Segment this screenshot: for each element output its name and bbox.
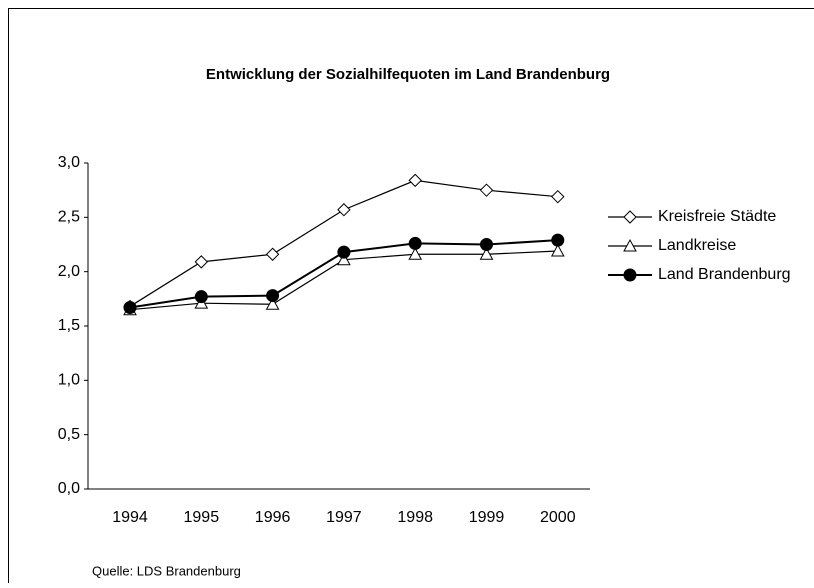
marker bbox=[195, 291, 207, 303]
y-tick-label: 2,0 bbox=[58, 263, 80, 280]
y-tick-label: 3,0 bbox=[58, 154, 80, 171]
marker bbox=[552, 234, 564, 246]
frame bbox=[9, 9, 814, 584]
y-tick-label: 0,0 bbox=[58, 480, 80, 497]
x-tick-label: 2000 bbox=[540, 509, 576, 526]
x-tick-label: 1999 bbox=[469, 509, 505, 526]
y-tick-label: 2,5 bbox=[58, 209, 80, 226]
marker bbox=[481, 239, 493, 251]
marker bbox=[552, 191, 564, 203]
y-tick-label: 0,5 bbox=[58, 426, 80, 443]
x-tick-label: 1994 bbox=[112, 509, 148, 526]
marker bbox=[409, 174, 421, 186]
source: Quelle: LDS Brandenburg bbox=[92, 563, 241, 578]
marker bbox=[267, 248, 279, 260]
legend-marker bbox=[624, 269, 636, 281]
marker bbox=[481, 184, 493, 196]
marker bbox=[124, 302, 136, 314]
marker bbox=[195, 256, 207, 268]
marker bbox=[338, 204, 350, 216]
legend-label: Kreisfreie Städte bbox=[658, 208, 776, 225]
x-tick-label: 1996 bbox=[255, 509, 291, 526]
y-tick-label: 1,5 bbox=[58, 317, 80, 334]
legend-label: Land Brandenburg bbox=[658, 266, 791, 283]
marker bbox=[267, 290, 279, 302]
legend-label: Landkreise bbox=[658, 237, 736, 254]
marker bbox=[409, 237, 421, 249]
x-tick-label: 1995 bbox=[184, 509, 220, 526]
marker bbox=[338, 246, 350, 258]
marker bbox=[552, 245, 564, 256]
chart-title: Entwicklung der Sozialhilfequoten im Lan… bbox=[206, 66, 610, 83]
x-tick-label: 1998 bbox=[397, 509, 433, 526]
x-tick-label: 1997 bbox=[326, 509, 362, 526]
y-tick-label: 1,0 bbox=[58, 372, 80, 389]
legend-marker bbox=[624, 211, 636, 223]
